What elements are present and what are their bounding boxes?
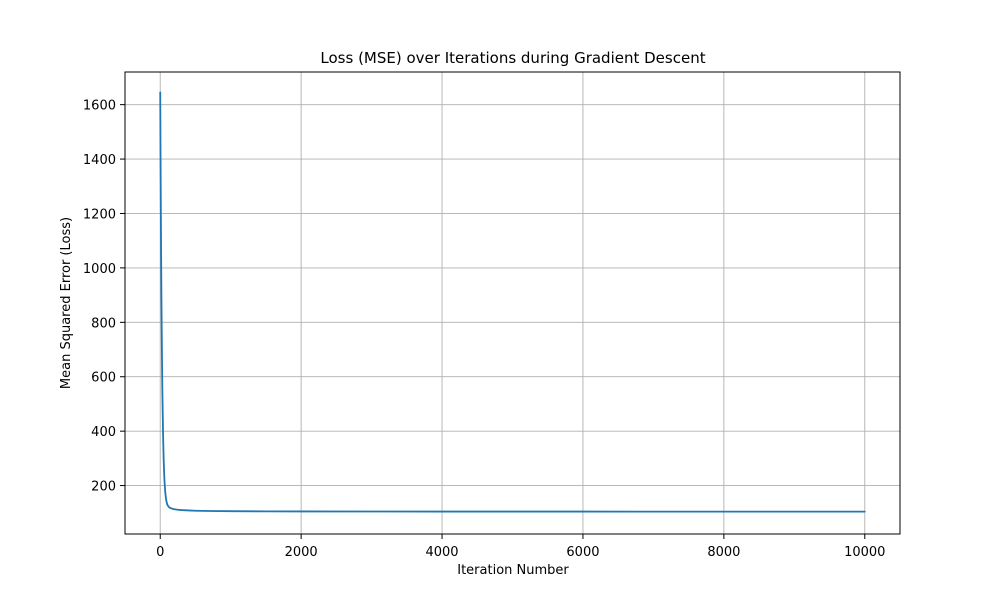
chart-title: Loss (MSE) over Iterations during Gradie… (320, 49, 705, 67)
y-tick-label: 200 (91, 480, 116, 495)
y-tick-label: 1200 (83, 207, 116, 222)
y-tick-label: 600 (91, 371, 116, 386)
axes-layer (124, 71, 901, 535)
tick-layer: 0 2000 4000 6000 8000 10000 200 400 600 800 1000 12… (83, 99, 886, 560)
y-tick-label: 1000 (83, 262, 116, 277)
x-tick-label: 2000 (285, 545, 318, 560)
y-tick-label: 400 (91, 425, 116, 440)
plot-frame (124, 71, 901, 535)
y-tick-label: 800 (91, 316, 116, 331)
loss-series-line (159, 91, 866, 513)
x-tick-label: 0 (156, 545, 164, 560)
line-layer (159, 91, 866, 513)
y-tick-label: 1400 (83, 153, 116, 168)
x-tick-label: 8000 (707, 545, 740, 560)
y-axis-label: Mean Squared Error (Loss) (59, 217, 74, 389)
x-tick-label: 10000 (844, 545, 885, 560)
grid-layer (125, 72, 900, 534)
y-tick-label: 1600 (83, 99, 116, 114)
x-tick-label: 6000 (566, 545, 599, 560)
x-tick-label: 4000 (425, 545, 458, 560)
x-axis-label: Iteration Number (457, 563, 569, 578)
